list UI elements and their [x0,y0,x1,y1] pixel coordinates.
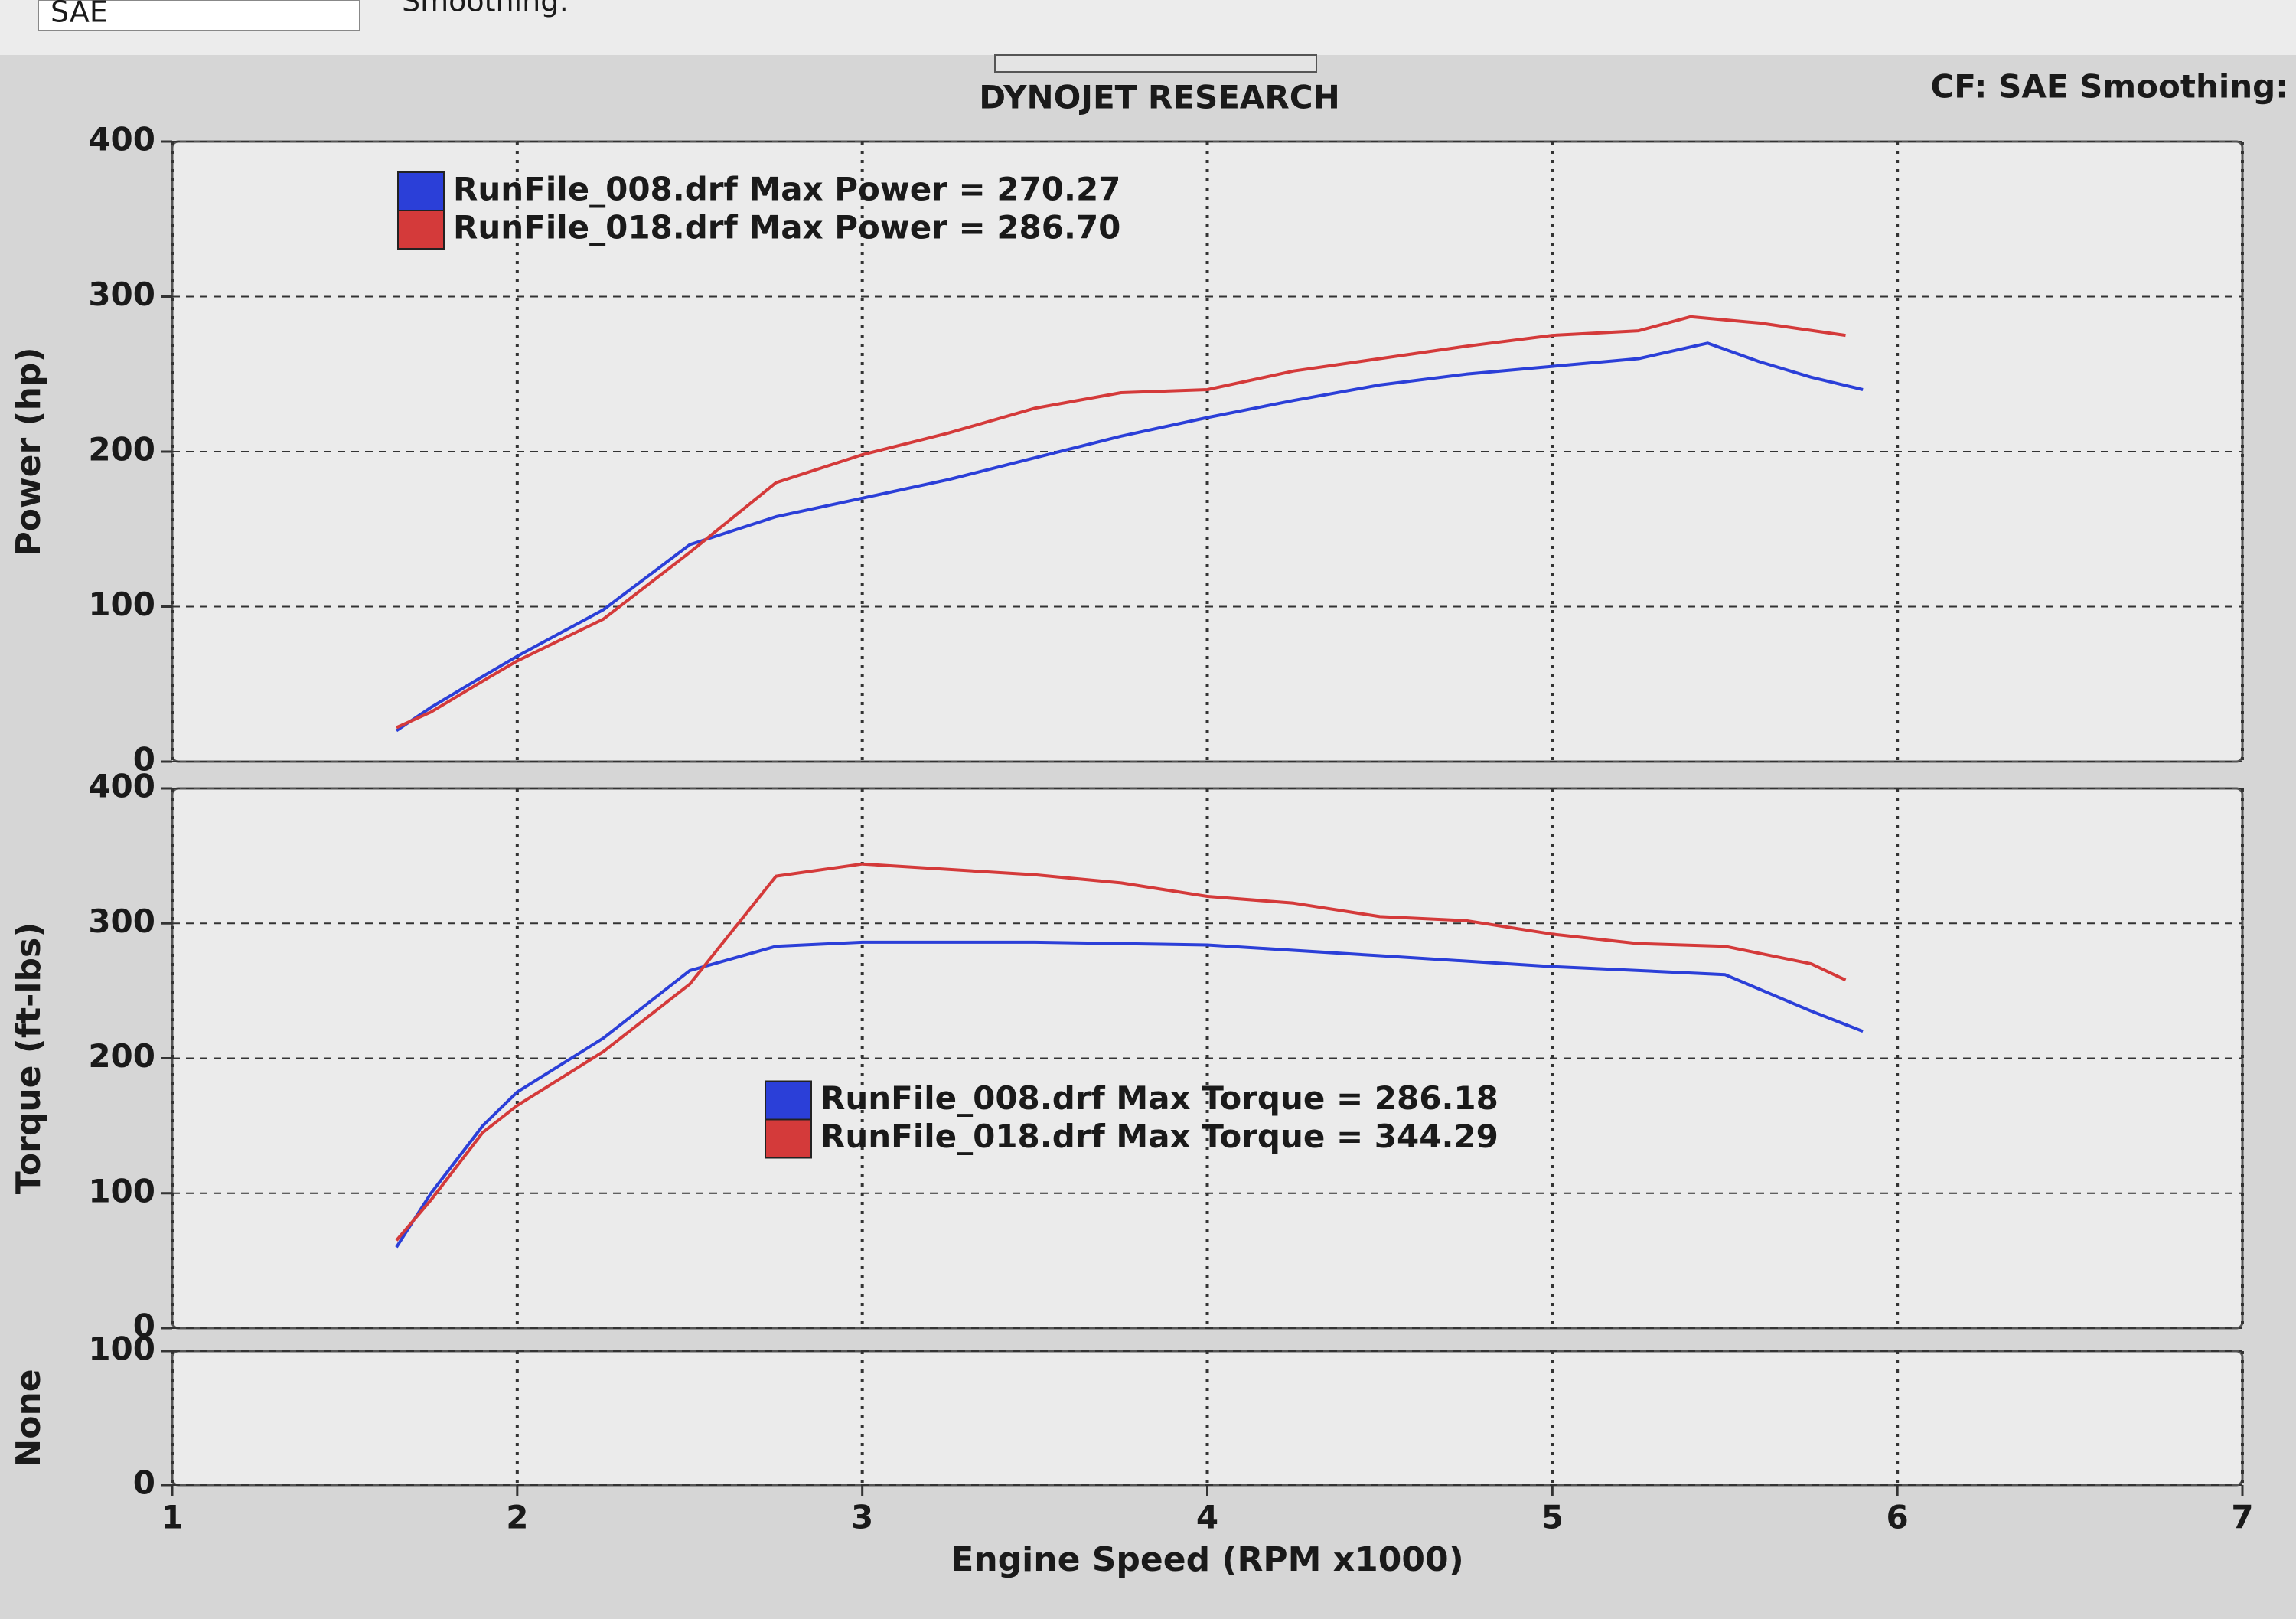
series-line [395,862,1847,1242]
legend-swatch [765,1080,812,1121]
y-tick-label: 200 [88,1037,155,1075]
y-tick-label: 100 [88,586,155,623]
series-line [395,341,1864,733]
x-tick-label: 3 [851,1499,873,1536]
y-axis-title: Torque (ft-lbs) [9,922,48,1195]
y-tick-label: 100 [88,1330,155,1368]
y-tick-label: 300 [88,276,155,313]
y-tick-label: 100 [88,1172,155,1209]
y-tick-label: 0 [133,1464,155,1502]
x-tick-label: 4 [1196,1499,1218,1536]
x-tick-label: 7 [2231,1499,2253,1536]
chart-subtitle: CF: SAE Smoothing: [1930,68,2288,106]
x-axis-title: Engine Speed (RPM x1000) [951,1540,1463,1579]
toolbar [0,0,2296,55]
cf-value: SAE [51,0,108,29]
legend-label: RunFile_018.drf Max Power = 286.70 [453,209,1120,246]
legend-swatch [765,1118,812,1159]
smoothing-label: Smoothing: [402,0,569,18]
legend-label: RunFile_008.drf Max Torque = 286.18 [820,1079,1499,1117]
series-line [396,315,1846,730]
chart-title: DYNOJET RESEARCH [979,79,1339,116]
legend-label: RunFile_008.drf Max Power = 270.27 [453,171,1120,208]
legend-swatch [397,171,445,211]
y-axis-title: Power (hp) [9,347,48,556]
y-tick-label: 200 [88,431,155,468]
legend-swatch [397,210,445,250]
x-tick-label: 5 [1541,1499,1564,1536]
y-tick-label: 300 [88,903,155,940]
series-line [395,940,1864,1249]
splitter[interactable] [994,54,1317,73]
y-tick-label: 0 [133,1307,155,1345]
legend-label: RunFile_018.drf Max Torque = 344.29 [820,1118,1499,1155]
cf-dropdown[interactable] [38,0,360,31]
y-axis-title: None [9,1369,48,1467]
y-tick-label: 400 [88,768,155,805]
y-tick-label: 0 [133,741,155,778]
y-tick-label: 400 [88,121,155,158]
x-tick-label: 1 [161,1499,183,1536]
x-tick-label: 2 [506,1499,528,1536]
x-tick-label: 6 [1887,1499,1909,1536]
